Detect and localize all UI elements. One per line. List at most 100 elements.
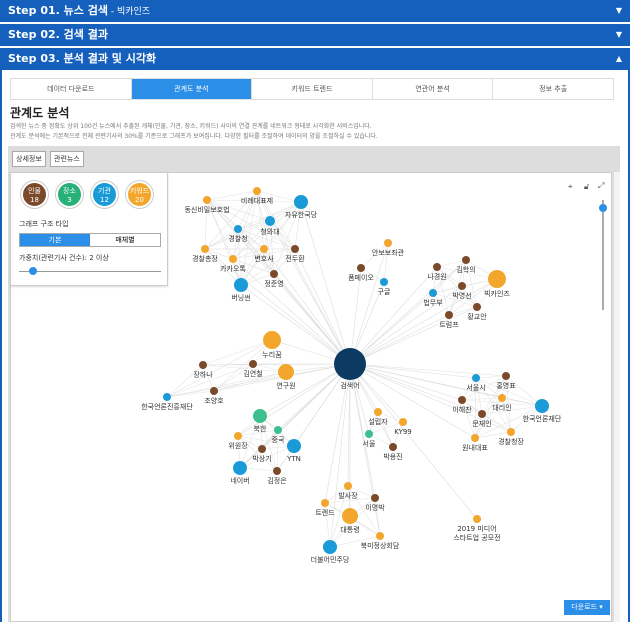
- step-02-header[interactable]: Step 02. 검색 결과 ▼: [0, 24, 630, 46]
- node-person[interactable]: [433, 263, 441, 271]
- edge: [237, 228, 265, 250]
- unlock-icon[interactable]: 🔓︎: [584, 182, 590, 191]
- node-keyword[interactable]: [253, 187, 261, 195]
- node-keyword[interactable]: [374, 408, 382, 416]
- node-org[interactable]: [323, 540, 337, 554]
- node-label: 원내대표: [462, 443, 488, 452]
- node-person[interactable]: [478, 410, 486, 418]
- node-label: 버닝썬: [231, 293, 250, 302]
- edge: [294, 248, 351, 365]
- zoom-slider-track[interactable]: [602, 200, 604, 310]
- node-person[interactable]: [389, 443, 397, 451]
- chevron-down-icon[interactable]: ▼: [615, 6, 622, 15]
- node-keyword[interactable]: [263, 331, 281, 349]
- edge: [360, 242, 389, 269]
- node-person[interactable]: [502, 372, 510, 380]
- edge: [461, 377, 477, 401]
- edge: [273, 201, 302, 275]
- node-keyword[interactable]: [507, 428, 515, 436]
- weight-slider-handle[interactable]: [29, 267, 37, 275]
- edge: [349, 278, 498, 365]
- download-button[interactable]: 다운로드 ▾: [564, 600, 610, 615]
- related-news-button[interactable]: 관련뉴스: [50, 151, 84, 167]
- node-org[interactable]: [535, 399, 549, 413]
- node-keyword[interactable]: [229, 255, 237, 263]
- node-keyword[interactable]: [471, 434, 479, 442]
- node-person[interactable]: [249, 360, 257, 368]
- node-org[interactable]: [234, 278, 248, 292]
- node-person[interactable]: [371, 494, 379, 502]
- tab-relation-analysis[interactable]: 관계도 분석: [131, 79, 253, 99]
- legend-person[interactable]: 인물 18: [21, 181, 48, 208]
- node-keyword[interactable]: [473, 515, 481, 523]
- tab-related-words[interactable]: 연관어 분석: [372, 79, 494, 99]
- node-person[interactable]: [458, 396, 466, 404]
- node-person[interactable]: [473, 303, 481, 311]
- zoom-slider-handle[interactable]: [599, 204, 607, 212]
- node-person[interactable]: [270, 270, 278, 278]
- node-org[interactable]: [294, 195, 308, 209]
- graph-type-basic[interactable]: 기본: [20, 234, 90, 246]
- node-org[interactable]: [380, 278, 388, 286]
- chevron-up-icon[interactable]: ▲: [615, 54, 622, 63]
- node-org[interactable]: [472, 374, 480, 382]
- node-keyword[interactable]: [488, 270, 506, 288]
- node-person[interactable]: [291, 245, 299, 253]
- weight-slider-track[interactable]: [19, 271, 161, 272]
- node-label: 빅카인즈: [484, 289, 510, 298]
- tab-data-download[interactable]: 데이터 다운로드: [11, 79, 132, 99]
- edge: [432, 292, 478, 308]
- tab-info-extract[interactable]: 정보 추출: [493, 79, 613, 99]
- node-person[interactable]: [445, 311, 453, 319]
- node-keyword[interactable]: [234, 432, 242, 440]
- node-keyword[interactable]: [498, 394, 506, 402]
- node-person[interactable]: [458, 282, 466, 290]
- node-place[interactable]: [274, 426, 282, 434]
- node-org[interactable]: [233, 461, 247, 475]
- node-person[interactable]: [210, 387, 218, 395]
- edge: [461, 259, 467, 287]
- edge: [300, 201, 351, 365]
- node-keyword[interactable]: [278, 364, 294, 380]
- node-label: 정준영: [264, 279, 283, 288]
- node-person[interactable]: [258, 445, 266, 453]
- legend-org[interactable]: 기관 12: [91, 181, 118, 208]
- edge: [465, 259, 478, 308]
- node-org[interactable]: [287, 439, 301, 453]
- node-person[interactable]: [273, 467, 281, 475]
- node-place[interactable]: [253, 409, 267, 423]
- node-keyword[interactable]: [344, 482, 352, 490]
- edge: [256, 190, 296, 250]
- expand-icon[interactable]: ⤢: [598, 181, 605, 190]
- scrollbar[interactable]: [614, 172, 620, 622]
- weight-label: 가중치(관련기사 건수): 2 이상: [19, 254, 109, 262]
- node-keyword[interactable]: [321, 499, 329, 507]
- graph-type-by-media[interactable]: 매체별: [115, 236, 135, 244]
- node-person[interactable]: [357, 264, 365, 272]
- legend-keyword[interactable]: 키워드 20: [126, 181, 153, 208]
- node-keyword[interactable]: [384, 239, 392, 247]
- node-keyword[interactable]: [201, 245, 209, 253]
- center-icon[interactable]: ⌖: [568, 182, 573, 191]
- node-keyword[interactable]: [376, 532, 384, 540]
- tab-keyword-trend[interactable]: 키워드 트렌드: [252, 79, 373, 99]
- node-place[interactable]: [365, 430, 373, 438]
- node-keyword[interactable]: [203, 196, 211, 204]
- legend-place[interactable]: 장소 3: [56, 181, 83, 208]
- node-keyword[interactable]: [342, 508, 358, 524]
- node-org[interactable]: [234, 225, 242, 233]
- node-org[interactable]: [429, 289, 437, 297]
- edge: [166, 363, 351, 398]
- detail-info-button[interactable]: 상세정보: [12, 151, 46, 167]
- node-person[interactable]: [199, 361, 207, 369]
- step-01-header[interactable]: Step 01. 뉴스 검색 - 빅카인즈 ▼: [0, 0, 630, 22]
- node-person[interactable]: [462, 256, 470, 264]
- node-keyword[interactable]: [260, 245, 268, 253]
- node-hub[interactable]: [334, 348, 366, 380]
- step-03-header[interactable]: Step 03. 분석 결과 및 시각화 ▲: [0, 48, 630, 70]
- chevron-down-icon[interactable]: ▼: [615, 30, 622, 39]
- node-keyword[interactable]: [399, 418, 407, 426]
- node-org[interactable]: [163, 393, 171, 401]
- node-org[interactable]: [265, 216, 275, 226]
